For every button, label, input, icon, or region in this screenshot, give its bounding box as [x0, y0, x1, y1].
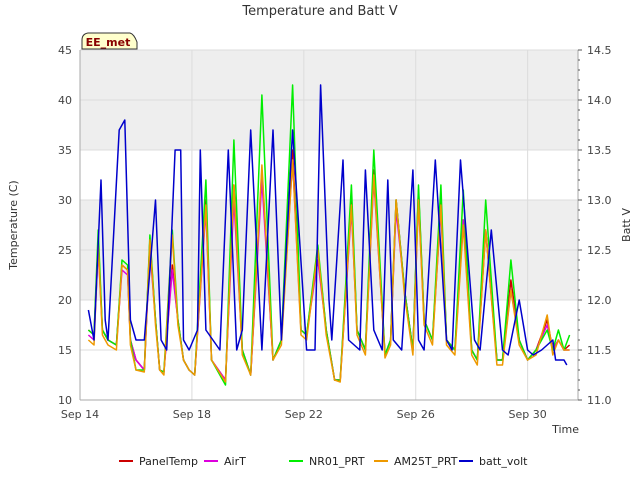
station-label-box: EE_met	[81, 32, 138, 50]
legend: PanelTemp AirT NR01_PRT AM25T_PRT batt_volt	[119, 455, 528, 468]
x-tick-label: Sep 14	[61, 408, 99, 421]
y-tick-label: 40	[58, 94, 72, 107]
y-tick-label: 20	[58, 294, 72, 307]
y2-tick-label: 14.5	[587, 44, 612, 57]
x-tick-label: Sep 18	[173, 408, 211, 421]
x-tick-label: Sep 30	[509, 408, 547, 421]
tick-labels: 10 15 20 25 30 35 40 45 11.0 11.5 12.0 12.5 13.0 13.5…	[58, 44, 612, 421]
legend-label: AM25T_PRT	[394, 455, 458, 468]
x-tick-label: Sep 26	[397, 408, 435, 421]
y-tick-label: 45	[58, 44, 72, 57]
legend-label: AirT	[224, 455, 246, 468]
x-tick-label: Sep 22	[285, 408, 323, 421]
legend-label: batt_volt	[479, 455, 528, 468]
y2-tick-label: 14.0	[587, 94, 612, 107]
grid-lines	[79, 49, 578, 401]
series-line-am25t-prt	[87, 159, 570, 383]
series-line-batt-volt	[87, 84, 568, 366]
y-tick-label: 35	[58, 144, 72, 157]
station-label: EE_met	[86, 36, 131, 49]
x-axis-label: Time	[551, 423, 579, 436]
y2-tick-label: 13.5	[587, 144, 612, 157]
chart-title: Temperature and Batt V	[241, 4, 397, 19]
y2-tick-label: 13.0	[587, 194, 612, 207]
y2-tick-label: 12.0	[587, 294, 612, 307]
y2-axis-label: Batt V	[620, 208, 633, 242]
legend-label: PanelTemp	[139, 455, 198, 468]
y-tick-label: 15	[58, 344, 72, 357]
series-lines	[87, 84, 571, 386]
shaded-bands	[80, 50, 578, 300]
y-tick-label: 30	[58, 194, 72, 207]
y2-tick-label: 12.5	[587, 244, 612, 257]
y-tick-label: 25	[58, 244, 72, 257]
axes	[79, 49, 582, 401]
legend-label: NR01_PRT	[309, 455, 365, 468]
y2-tick-label: 11.0	[587, 394, 612, 407]
y-axis-label: Temperature (C)	[7, 180, 20, 270]
y2-tick-label: 11.5	[587, 344, 612, 357]
y-tick-label: 10	[58, 394, 72, 407]
